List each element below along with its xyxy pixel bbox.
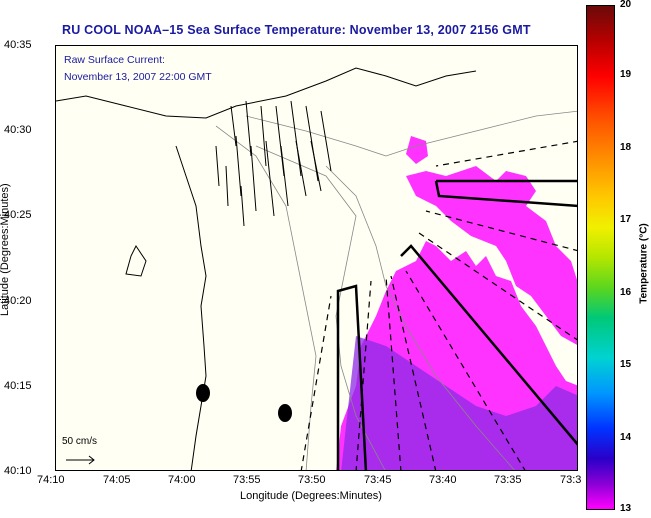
x-tick: 74:10 [37,474,65,486]
colorbar-tick: 15 [620,359,632,370]
colorbar-tick: 19 [620,69,632,80]
y-tick: 40:35 [4,39,32,51]
x-tick: 74:00 [168,474,196,486]
x-axis-title: Longitude (Degrees:Minutes) [240,490,382,502]
colorbar-tick: 17 [620,214,632,225]
y-tick: 40:15 [4,380,32,392]
x-tick: 73:55 [233,474,261,486]
sst-map: Raw Surface Current: November 13, 2007 2… [55,45,578,471]
x-tick: 73:50 [298,474,326,486]
colorbar-title: Temperature (°C) [638,223,650,304]
x-tick: 73:3 [560,474,582,486]
y-axis-title: Latitude (Degrees:Minutes) [0,183,11,316]
x-tick: 73:35 [494,474,522,486]
y-tick: 40:10 [4,465,32,477]
radar-wedges [336,179,577,470]
x-tick: 73:45 [364,474,392,486]
station-marker [196,384,210,402]
colorbar-tick: 16 [620,287,632,298]
colorbar-tick: 14 [620,432,632,443]
colorbar-tick: 20 [620,0,632,10]
map-title: RU COOL NOAA–15 Sea Surface Temperature:… [62,23,531,37]
current-time: November 13, 2007 22:00 GMT [64,71,212,83]
radar-range-lines [300,140,577,470]
scale-arrow-head [88,455,95,465]
coastline [56,67,477,470]
current-label: Raw Surface Current: [64,54,165,66]
colorbar-tick: 13 [620,503,632,514]
x-tick: 73:40 [429,474,457,486]
station-marker [278,404,292,422]
colorbar-tick: 18 [620,142,632,153]
warm-patch [341,336,577,470]
scale-label: 50 cm/s [62,436,98,447]
temperature-colorbar [586,5,615,510]
x-tick: 74:05 [103,474,131,486]
y-tick: 40:20 [4,295,32,307]
current-vectors [215,100,332,227]
sst-map-canvas [56,67,577,470]
y-tick: 40:30 [4,124,32,136]
y-tick: 40:25 [4,209,32,221]
